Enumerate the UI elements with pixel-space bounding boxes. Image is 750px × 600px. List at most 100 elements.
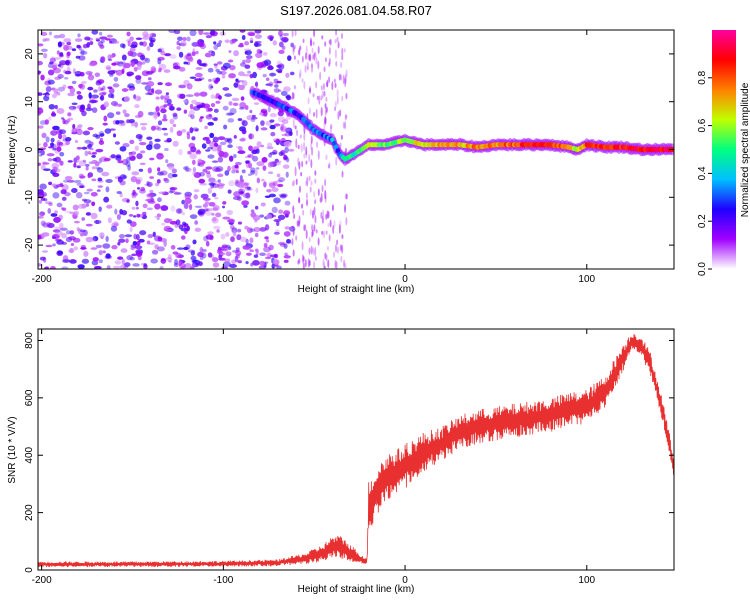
spectrogram-noise-cell xyxy=(111,62,117,66)
spectrogram-noise-cell xyxy=(157,58,162,65)
spectrogram-noise-cell xyxy=(312,247,315,256)
spectrogram-noise-cell xyxy=(199,171,205,177)
spectrogram-noise-cell xyxy=(271,206,278,214)
spectrogram-noise-cell xyxy=(213,207,218,212)
spectrogram-noise-cell xyxy=(168,165,175,170)
spectrogram-noise-cell xyxy=(115,111,121,115)
spectrogram-noise-cell xyxy=(171,168,177,174)
spectrogram-noise-cell xyxy=(84,150,89,157)
spectrogram-noise-cell xyxy=(81,217,85,221)
spectrogram-noise-cell xyxy=(184,197,192,204)
spectrogram-noise-cell xyxy=(181,128,187,133)
spectrogram-noise-cell xyxy=(317,60,320,70)
spectrogram-noise-cell xyxy=(215,100,221,104)
spectrogram-noise-cell xyxy=(195,50,199,55)
spectrogram-noise-cell xyxy=(131,122,135,127)
spectrogram-noise-cell xyxy=(239,62,247,67)
spectrogram-noise-cell xyxy=(216,42,222,47)
spectrogram-noise-cell xyxy=(268,81,274,87)
spectrogram-noise-cell xyxy=(40,74,45,81)
spectrogram-noise-cell xyxy=(213,225,221,230)
spectrogram-noise-cell xyxy=(323,66,326,73)
spectrogram-noise-cell xyxy=(260,120,265,126)
spectrogram-x-axis-label: Height of straight line (km) xyxy=(298,284,415,295)
spectrogram-noise-cell xyxy=(316,141,319,149)
spectrogram-noise-cell xyxy=(240,96,245,101)
spectrogram-noise-cell xyxy=(57,133,63,140)
spectrogram-noise-cell xyxy=(245,252,252,256)
spectrogram-noise-cell xyxy=(302,262,305,269)
spectrogram-noise-cell xyxy=(248,162,253,169)
spectrogram-noise-cell xyxy=(164,82,172,87)
spectrogram-noise-cell xyxy=(219,70,227,75)
spectrogram-noise-cell xyxy=(59,60,67,66)
spectrogram-noise-cell xyxy=(273,88,280,93)
spectrogram-noise-cell xyxy=(72,204,79,211)
spectrogram-noise-cell xyxy=(290,42,295,48)
spectrogram-noise-cell xyxy=(47,69,55,76)
spectrogram-noise-cell xyxy=(38,143,42,146)
spectrogram-noise-cell xyxy=(50,137,55,143)
spectrogram-noise-cell xyxy=(308,54,311,61)
spectrogram-noise-cell xyxy=(138,168,144,172)
spectrogram-noise-cell xyxy=(97,177,103,182)
spectrogram-noise-cell xyxy=(186,133,191,140)
spectrogram-noise-cell xyxy=(189,76,197,80)
spectrogram-noise-cell xyxy=(150,258,158,264)
spectrogram-noise-cell xyxy=(324,115,327,125)
spectrogram-noise-cell xyxy=(54,104,58,110)
spectrogram-noise-cell xyxy=(172,112,178,117)
spectrogram-noise-cell xyxy=(81,110,87,117)
spectrogram-noise-cell xyxy=(46,153,55,157)
spectrogram-noise-cell xyxy=(164,228,173,232)
spectrogram-noise-cell xyxy=(222,87,230,91)
spectrogram-noise-cell xyxy=(281,36,289,43)
spectrogram-noise-cell xyxy=(199,247,204,252)
spectrogram-noise-cell xyxy=(61,117,65,120)
spectrogram-noise-cell xyxy=(292,118,295,129)
spectrogram-noise-cell xyxy=(252,214,261,221)
spectrogram-noise-cell xyxy=(214,167,222,172)
spectrogram-noise-cell xyxy=(268,244,274,251)
spectrogram-noise-cell xyxy=(159,170,168,176)
spectrogram-noise-cell xyxy=(67,112,72,117)
spectrogram-noise-cell xyxy=(292,249,295,257)
spectrogram-noise-cell xyxy=(80,104,86,111)
spectrogram-noise-cell xyxy=(76,165,81,169)
spectrogram-noise-cell xyxy=(260,108,268,114)
spectrogram-noise-cell xyxy=(86,42,91,48)
spectrogram-noise-cell xyxy=(207,67,214,73)
spectrogram-noise-cell xyxy=(207,187,213,194)
spectrogram-noise-cell xyxy=(62,118,66,125)
spectrogram-noise-cell xyxy=(312,41,315,46)
spectrogram-noise-cell xyxy=(76,128,83,136)
spectrogram-noise-cell xyxy=(214,79,219,84)
spectrogram-noise-cell xyxy=(82,159,87,163)
spectrogram-noise-cell xyxy=(215,68,220,72)
spectrogram-noise-cell xyxy=(47,63,54,69)
spectrogram-noise-cell xyxy=(323,265,326,269)
spectrogram-noise-cell xyxy=(301,160,304,168)
spectrogram-noise-cell xyxy=(64,59,72,66)
spectrogram-noise-cell xyxy=(314,199,317,205)
spectrogram-noise-cell xyxy=(334,39,337,44)
colorbar-tick-label: 0.0 xyxy=(697,262,708,276)
spectrogram-noise-cell xyxy=(173,30,181,35)
spectrogram-noise-cell xyxy=(192,159,196,165)
spectrogram-noise-cell xyxy=(201,143,207,149)
spectrogram-noise-cell xyxy=(142,211,147,216)
spectrogram-noise-cell xyxy=(322,82,325,91)
spectrogram-noise-cell xyxy=(146,207,153,211)
spectrogram-noise-cell xyxy=(69,105,73,109)
spectrogram-noise-cell xyxy=(46,94,50,98)
spectrogram-noise-cell xyxy=(90,212,98,220)
colorbar-tick-label: 0.4 xyxy=(697,166,708,180)
spectrogram-noise-cell xyxy=(216,166,224,172)
spectrogram-noise-cell xyxy=(255,52,263,59)
spectrogram-noise-cell xyxy=(147,70,155,74)
spectrogram-noise-cell xyxy=(93,219,102,224)
spectrogram-noise-cell xyxy=(236,80,240,84)
snr-ticks: -200 -100 0 100 0 200 400 600 800 xyxy=(24,329,674,586)
spectrogram-noise-cell xyxy=(241,120,248,127)
spectrogram-noise-cell xyxy=(135,206,139,210)
